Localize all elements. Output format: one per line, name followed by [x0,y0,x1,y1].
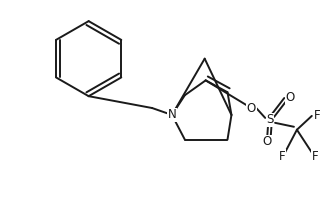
Text: S: S [267,113,274,126]
Text: F: F [279,150,285,163]
Text: O: O [247,101,256,115]
Text: O: O [285,91,295,104]
Text: O: O [263,135,272,148]
Text: F: F [311,150,318,163]
Text: N: N [168,108,176,121]
Text: F: F [313,109,320,122]
